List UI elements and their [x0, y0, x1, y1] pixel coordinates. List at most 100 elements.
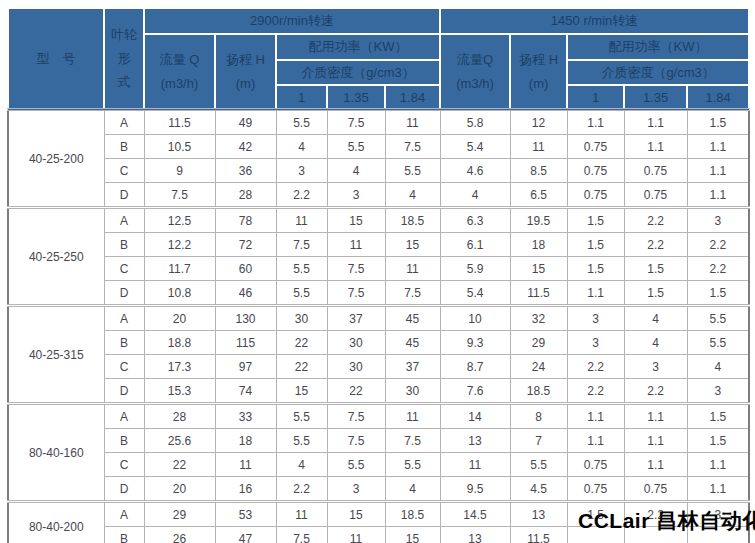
impeller-type-cell: B — [104, 233, 144, 257]
table-row: B10.54245.57.55.4110.751.11.1 — [8, 135, 749, 159]
value-cell: 18.8 — [144, 331, 215, 355]
value-cell: 0.75 — [567, 135, 624, 159]
value-cell: 37 — [385, 355, 440, 379]
value-cell: 3 — [567, 331, 624, 355]
value-cell: 5.5 — [276, 429, 327, 453]
value-cell: 0.75 — [567, 183, 624, 208]
value-cell: 4 — [687, 355, 749, 379]
value-cell: 42 — [215, 135, 276, 159]
value-cell: 5.5 — [276, 281, 327, 306]
model-cell: 40-25-250 — [8, 208, 104, 306]
table-header: 型 号 叶轮形 式 2900r/min转速 1450 r/min转速 流量 Q … — [8, 8, 749, 110]
value-cell: 1.1 — [687, 159, 749, 183]
value-cell: 22 — [276, 331, 327, 355]
header-head-1450: 扬程 H (m) — [510, 34, 567, 110]
value-cell: 5.5 — [510, 453, 567, 477]
impeller-type-cell: D — [104, 477, 144, 502]
value-cell: 4.6 — [440, 159, 510, 183]
value-cell: 5.5 — [687, 331, 749, 355]
model-cell: 80-40-200 — [8, 502, 104, 543]
value-cell: 6.5 — [510, 183, 567, 208]
value-cell: 97 — [215, 355, 276, 379]
value-cell: 5.5 — [687, 306, 749, 331]
header-power-2900: 配用功率（KW） — [276, 34, 440, 60]
value-cell: 16 — [215, 477, 276, 502]
value-cell: 2.2 — [567, 355, 624, 379]
value-cell: 49 — [215, 110, 276, 135]
value-cell: 15 — [276, 379, 327, 404]
value-cell: 14 — [440, 404, 510, 429]
impeller-type-cell: A — [104, 306, 144, 331]
value-cell: 5.5 — [385, 159, 440, 183]
impeller-type-cell: B — [104, 527, 144, 543]
value-cell: 14.5 — [440, 502, 510, 527]
value-cell: 11 — [327, 233, 385, 257]
value-cell: 53 — [215, 502, 276, 527]
value-cell: 3 — [687, 379, 749, 404]
value-cell: 20 — [144, 477, 215, 502]
value-cell: 1.5 — [687, 404, 749, 429]
header-density-135-2900: 1.35 — [327, 85, 385, 110]
value-cell: 7 — [510, 429, 567, 453]
value-cell: 12.2 — [144, 233, 215, 257]
value-cell: 9.5 — [440, 477, 510, 502]
value-cell: 11 — [385, 110, 440, 135]
table-row: B25.6185.57.57.51371.11.11.5 — [8, 429, 749, 453]
value-cell: 46 — [215, 281, 276, 306]
value-cell: 115 — [215, 331, 276, 355]
value-cell: 11 — [215, 453, 276, 477]
value-cell: 4 — [276, 453, 327, 477]
table-row: D20162.2349.54.50.750.751.1 — [8, 477, 749, 502]
impeller-type-cell: C — [104, 159, 144, 183]
header-density-1450: 介质密度（g/cm3） — [567, 60, 749, 85]
value-cell: 13 — [440, 429, 510, 453]
value-cell: 29 — [144, 502, 215, 527]
value-cell: 1.5 — [687, 110, 749, 135]
value-cell: 8 — [510, 404, 567, 429]
value-cell: 3 — [327, 477, 385, 502]
impeller-type-cell: B — [104, 429, 144, 453]
value-cell: 22 — [327, 379, 385, 404]
value-cell: 1.5 — [687, 281, 749, 306]
value-cell: 17.3 — [144, 355, 215, 379]
header-flow-2900: 流量 Q (m3/h) — [144, 34, 215, 110]
value-cell: 7.5 — [327, 404, 385, 429]
pump-spec-page: 型 号 叶轮形 式 2900r/min转速 1450 r/min转速 流量 Q … — [7, 7, 750, 543]
value-cell: 4 — [624, 306, 687, 331]
value-cell: 5.5 — [276, 404, 327, 429]
header-density-184-1450: 1.84 — [687, 85, 749, 110]
pump-spec-table: 型 号 叶轮形 式 2900r/min转速 1450 r/min转速 流量 Q … — [7, 7, 750, 543]
header-power-1450: 配用功率（KW） — [567, 34, 749, 60]
value-cell: 19.5 — [510, 208, 567, 233]
value-cell: 6.3 — [440, 208, 510, 233]
header-speed-1450: 1450 r/min转速 — [440, 8, 749, 34]
value-cell: 11 — [276, 208, 327, 233]
value-cell: 1.1 — [687, 453, 749, 477]
value-cell: 33 — [215, 404, 276, 429]
table-row: D15.3741522307.618.52.22.23 — [8, 379, 749, 404]
value-cell: 1.1 — [687, 135, 749, 159]
value-cell: 1.1 — [687, 477, 749, 502]
value-cell: 3 — [624, 355, 687, 379]
value-cell: 24 — [510, 355, 567, 379]
value-cell: 4 — [385, 183, 440, 208]
value-cell: 37 — [327, 306, 385, 331]
table-row: C221145.55.5115.50.751.11.1 — [8, 453, 749, 477]
value-cell: 4 — [276, 135, 327, 159]
value-cell: 0.75 — [624, 159, 687, 183]
value-cell: 7.6 — [440, 379, 510, 404]
impeller-type-cell: A — [104, 404, 144, 429]
value-cell: 20 — [144, 306, 215, 331]
value-cell: 5.4 — [440, 281, 510, 306]
value-cell: 32 — [510, 306, 567, 331]
header-density-2900: 介质密度（g/cm3） — [276, 60, 440, 85]
header-density-184-2900: 1.84 — [385, 85, 440, 110]
value-cell: 12.5 — [144, 208, 215, 233]
value-cell: 1.1 — [624, 453, 687, 477]
impeller-type-cell: C — [104, 453, 144, 477]
value-cell: 10.5 — [144, 135, 215, 159]
value-cell: 26 — [144, 527, 215, 543]
table-row: 40-25-200A11.5495.57.5115.8121.11.11.5 — [8, 110, 749, 135]
value-cell: 2.2 — [567, 379, 624, 404]
table-row: D10.8465.57.57.55.411.51.11.51.5 — [8, 281, 749, 306]
